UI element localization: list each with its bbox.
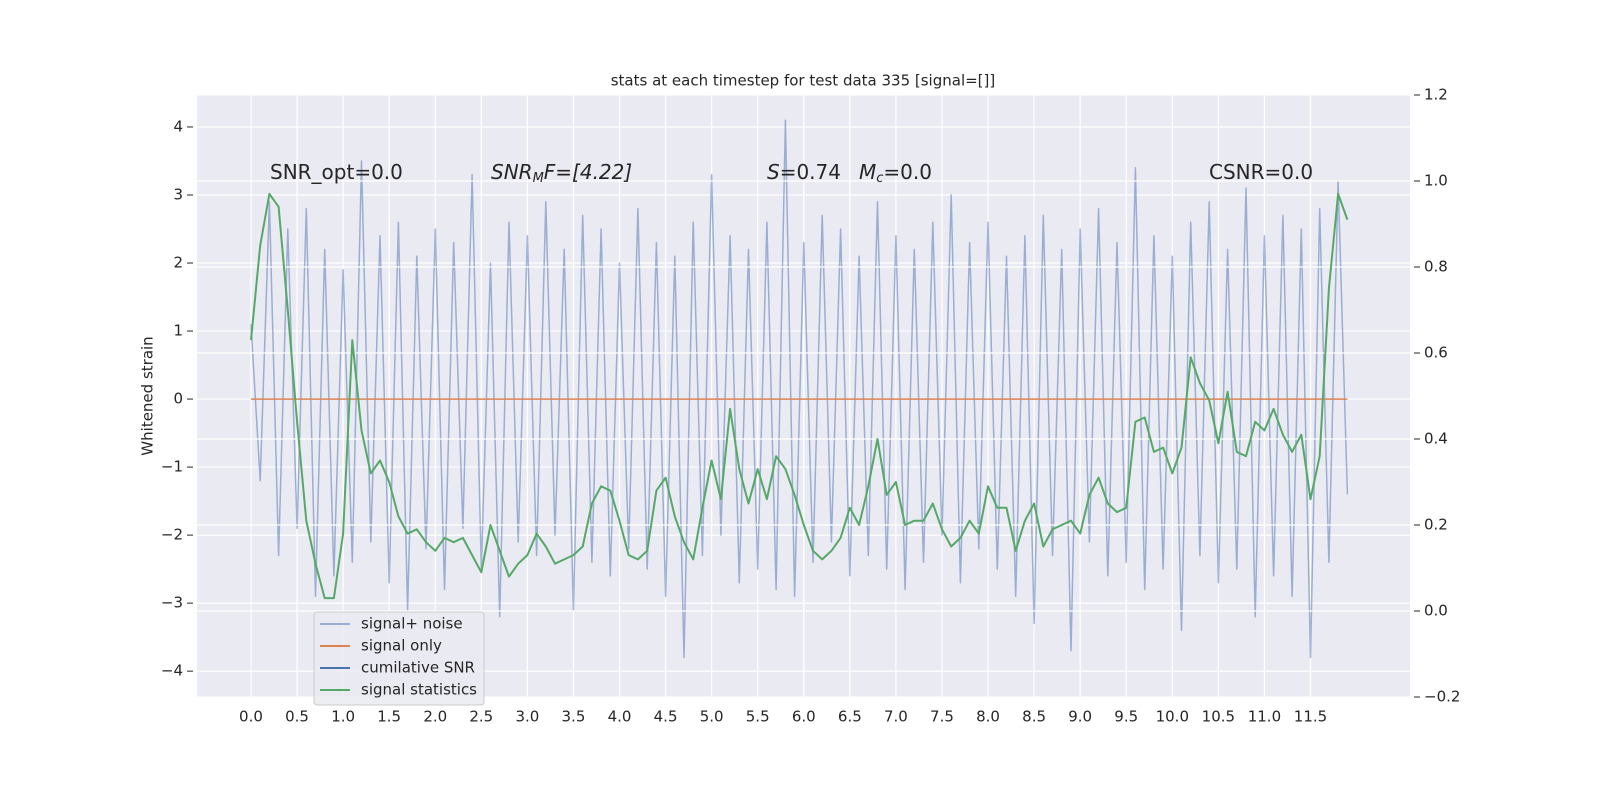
annotation: S=0.74 <box>767 160 841 184</box>
annotation-sub: c <box>876 171 883 186</box>
y-tick-label: −1 <box>161 458 183 476</box>
x-tick-label: 11.0 <box>1248 708 1281 726</box>
legend-label: signal statistics <box>361 681 477 699</box>
x-tick-label: 9.0 <box>1068 708 1092 726</box>
x-tick-label: 8.0 <box>976 708 1000 726</box>
x-tick-label: 7.0 <box>884 708 908 726</box>
x-tick-label: 0.0 <box>239 708 263 726</box>
annotation-text: =0.0 <box>883 160 932 184</box>
y-tick-label: 2 <box>173 254 183 272</box>
x-tick-label: 6.5 <box>838 708 862 726</box>
y-tick-label: 3 <box>173 185 183 203</box>
x-tick-label: 2.5 <box>469 708 493 726</box>
x-tick-label: 4.0 <box>608 708 632 726</box>
annotation-text: SNR <box>491 160 533 184</box>
annotation-sub: M <box>533 171 544 186</box>
y-tick-label: 4 <box>173 117 183 135</box>
y-axis-label: Whitened strain <box>139 336 157 455</box>
series-line <box>250 119 1349 659</box>
annotation-text: S <box>767 160 780 184</box>
x-tick-label: 10.5 <box>1202 708 1235 726</box>
annotation: Mc=0.0 <box>859 160 932 186</box>
annotation: CSNR=0.0 <box>1209 160 1313 184</box>
y-tick-label: 1 <box>173 322 183 340</box>
y-tick-label: −2 <box>161 526 183 544</box>
y-tick-label: 0 <box>173 390 183 408</box>
x-tick-label: 2.0 <box>423 708 447 726</box>
x-tick-label: 1.5 <box>377 708 401 726</box>
x-tick-label: 5.5 <box>746 708 770 726</box>
x-tick-label: 3.0 <box>515 708 539 726</box>
x-tick-label: 0.5 <box>285 708 309 726</box>
legend-label: cumilative SNR <box>361 659 475 677</box>
y2-tick-label: 0.6 <box>1424 344 1448 362</box>
legend-label: signal+ noise <box>361 615 463 633</box>
lines <box>250 119 1349 659</box>
y2-tick-label: 1.2 <box>1424 86 1448 104</box>
y2-tick-label: 1.0 <box>1424 172 1448 190</box>
annotation-text: =0.74 <box>780 160 841 184</box>
y2-tick-label: −0.2 <box>1424 688 1460 706</box>
x-tick-label: 1.0 <box>331 708 355 726</box>
grid <box>197 95 1410 697</box>
y2-tick-label: 0.2 <box>1424 516 1448 534</box>
x-tick-label: 4.5 <box>654 708 678 726</box>
annotation-text: M <box>859 160 876 184</box>
legend-label: signal only <box>361 637 442 655</box>
chart-title: stats at each timestep for test data 335… <box>611 72 996 90</box>
legend: signal+ noise signal only cumilative SNR si… <box>313 611 485 706</box>
y2-tick-label: 0.4 <box>1424 430 1448 448</box>
y-tick-label: −4 <box>161 662 183 680</box>
x-tick-label: 9.5 <box>1114 708 1138 726</box>
annotation-text: CSNR=0.0 <box>1209 160 1313 184</box>
annotation: SNR_opt=0.0 <box>270 160 403 184</box>
legend-box <box>313 611 485 706</box>
x-tick-label: 10.0 <box>1156 708 1189 726</box>
series-line <box>250 192 1349 600</box>
x-tick-label: 7.5 <box>930 708 954 726</box>
annotation-text: F=[4.22] <box>544 160 632 184</box>
y-tick-label: −3 <box>161 594 183 612</box>
x-tick-label: 5.0 <box>700 708 724 726</box>
x-tick-label: 6.0 <box>792 708 816 726</box>
annotation: SNRMF=[4.22] <box>491 160 632 186</box>
x-tick-label: 3.5 <box>562 708 586 726</box>
overlay: SNR_opt=0.0 SNRMF=[4.22] S=0.74 Mc=0.0 CSNR=… <box>197 94 1410 706</box>
x-tick-label: 8.5 <box>1022 708 1046 726</box>
annotation-text: SNR_opt=0.0 <box>270 160 403 184</box>
x-tick-label: 11.5 <box>1294 708 1327 726</box>
y2-tick-label: 0.0 <box>1424 602 1448 620</box>
y2-tick-label: 0.8 <box>1424 258 1448 276</box>
